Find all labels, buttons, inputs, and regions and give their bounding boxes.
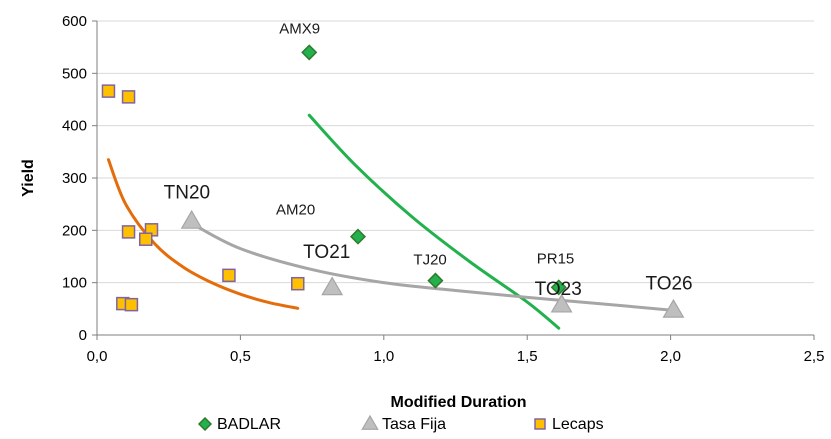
trendline-tasa-fija bbox=[190, 222, 675, 312]
x-tick-label: 2,0 bbox=[660, 348, 681, 365]
x-tick-label: 2,5 bbox=[804, 348, 825, 365]
trendline-badlar bbox=[307, 113, 561, 330]
point-label-to26: TO26 bbox=[645, 273, 692, 294]
badlar-point bbox=[301, 44, 318, 61]
lecaps-point bbox=[139, 232, 153, 246]
lecaps-point bbox=[121, 90, 136, 104]
x-tick-label: 1,0 bbox=[373, 348, 394, 365]
tasa-fija-point bbox=[321, 276, 344, 296]
y-tick-label: 600 bbox=[62, 13, 87, 30]
grid-lines bbox=[97, 20, 814, 284]
point-label-tj20: TJ20 bbox=[413, 252, 446, 269]
tasa-fija-point bbox=[550, 293, 573, 313]
point-label-tn20: TN20 bbox=[164, 182, 210, 203]
lecaps-point bbox=[124, 297, 139, 312]
y-tick-label: 0 bbox=[79, 327, 87, 344]
y-tick-label: 500 bbox=[62, 65, 87, 82]
data-points bbox=[101, 44, 685, 318]
point-annotations: AMX9 AM20 TJ20 PR15 TN20 TO21 TO23 TO26 bbox=[164, 20, 693, 300]
legend-label-lecaps: Lecaps bbox=[552, 416, 604, 433]
point-label-am20: AM20 bbox=[276, 202, 315, 219]
lecaps-point bbox=[121, 225, 136, 239]
point-label-to21: TO21 bbox=[303, 242, 350, 263]
tasa-fija-point bbox=[662, 298, 685, 318]
point-label-pr15: PR15 bbox=[537, 250, 575, 267]
tick-labels: 0 100 200 300 400 500 600 0,0 0,5 1,0 1,5 2,0 2,5 bbox=[62, 13, 824, 365]
axes bbox=[92, 20, 815, 340]
tasa-fija-point bbox=[180, 209, 203, 229]
y-tick-label: 300 bbox=[62, 170, 87, 187]
legend-label-tasa-fija: Tasa Fija bbox=[382, 416, 446, 433]
legend-label-badlar: BADLAR bbox=[217, 416, 281, 433]
x-tick-label: 1,5 bbox=[517, 348, 538, 365]
lecaps-point bbox=[291, 276, 305, 291]
x-axis-title: Modified Duration bbox=[391, 394, 527, 411]
legend-marker-badlar bbox=[197, 416, 213, 432]
trendline-lecaps bbox=[106, 158, 300, 310]
y-tick-label: 400 bbox=[62, 118, 87, 135]
lecaps-point bbox=[222, 268, 236, 283]
trendlines bbox=[106, 113, 675, 330]
badlar-point bbox=[550, 279, 567, 296]
y-tick-label: 200 bbox=[62, 222, 87, 239]
legend: BADLAR Tasa Fija Lecaps bbox=[197, 414, 604, 433]
lecaps-point bbox=[101, 84, 116, 98]
point-label-amx9: AMX9 bbox=[279, 20, 320, 37]
point-label-to23: TO23 bbox=[535, 279, 582, 300]
y-tick-label: 100 bbox=[62, 275, 87, 292]
x-tick-label: 0,5 bbox=[230, 348, 251, 365]
badlar-point bbox=[349, 228, 367, 245]
badlar-point bbox=[427, 272, 444, 289]
y-axis-title: Yield bbox=[20, 159, 37, 197]
legend-marker-lecaps bbox=[534, 418, 546, 430]
x-tick-label: 0,0 bbox=[87, 348, 108, 365]
legend-marker-tasa-fija bbox=[361, 414, 379, 430]
